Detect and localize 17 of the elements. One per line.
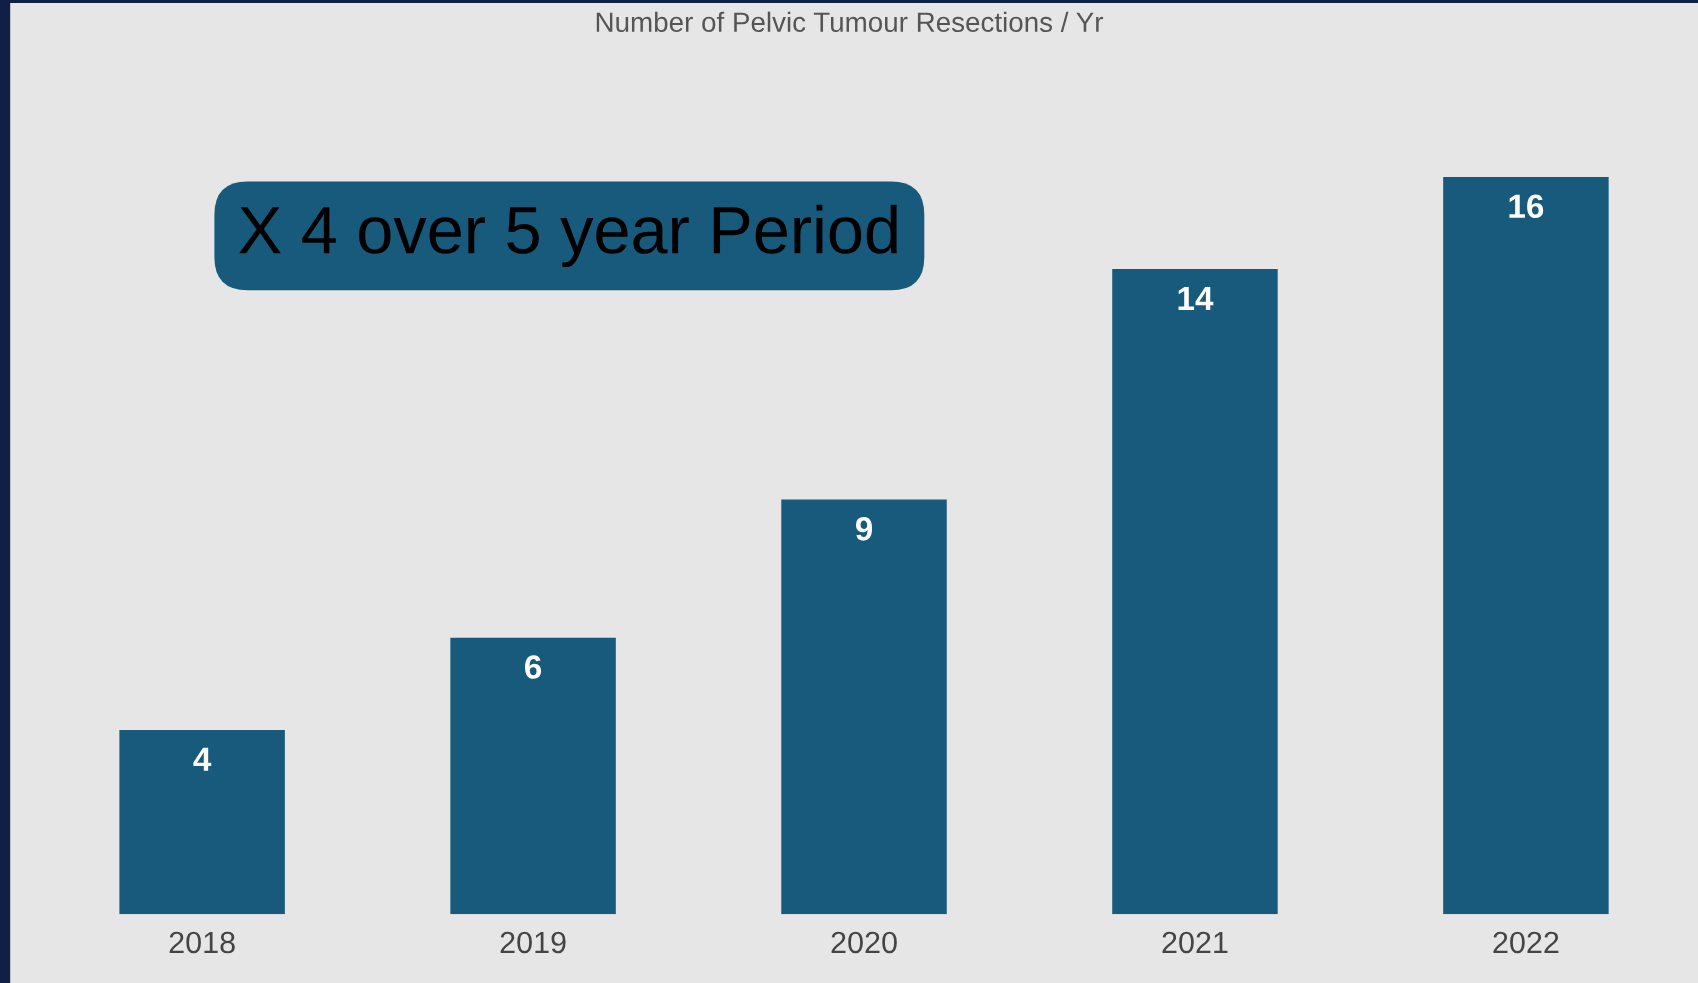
x-tick-label: 2021 xyxy=(1162,931,1228,954)
data-label: 4 xyxy=(193,747,212,771)
bar xyxy=(450,637,616,915)
data-label: 14 xyxy=(1178,286,1214,310)
x-tick-label: 2020 xyxy=(831,931,897,954)
bar xyxy=(1443,176,1609,915)
x-tick-label: 2018 xyxy=(169,931,235,954)
data-label: 6 xyxy=(525,655,542,679)
bar xyxy=(1112,269,1278,915)
chart-title: Number of Pelvic Tumour Resections / Yr xyxy=(596,11,1104,33)
data-label: 16 xyxy=(1509,194,1544,219)
x-tick-label: 2019 xyxy=(500,931,566,954)
bar xyxy=(781,499,947,915)
annotation: X 4 over 5 year Period xyxy=(239,204,897,267)
x-tick-label: 2022 xyxy=(1493,931,1559,954)
data-label: 9 xyxy=(855,517,873,541)
bar xyxy=(119,729,285,915)
